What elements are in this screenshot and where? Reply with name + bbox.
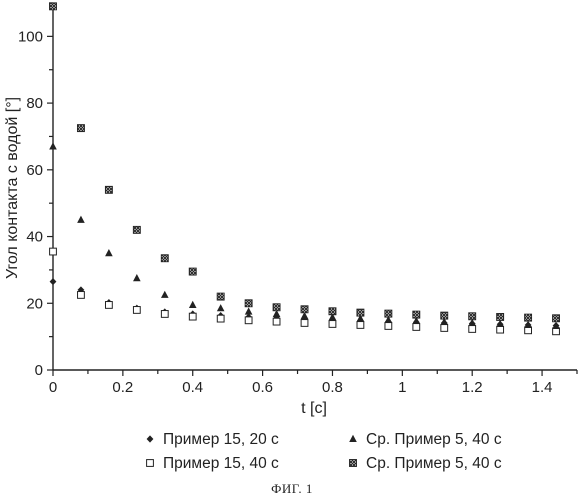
data-point xyxy=(189,313,196,320)
data-point xyxy=(469,313,476,320)
data-point xyxy=(161,255,168,262)
x-tick-label: 0.6 xyxy=(252,379,273,396)
data-point xyxy=(497,313,504,320)
legend-item: Пример 15, 40 с xyxy=(147,455,279,472)
legend: Пример 15, 20 с Ср. Пример 5, 40 с Пример … xyxy=(147,431,502,472)
diamond-icon xyxy=(147,435,154,442)
figure-caption: ФИГ. 1 xyxy=(271,481,313,496)
data-point xyxy=(245,307,253,314)
series-3 xyxy=(49,142,560,329)
data-point xyxy=(49,142,57,149)
x-axis-title: t [c] xyxy=(301,400,327,417)
legend-item: Пример 15, 20 с xyxy=(147,431,279,448)
axes: 0 0.2 0.4 0.6 0.8 1 1.2 1.4 0 20 40 60 80 100 xyxy=(18,3,577,396)
data-point xyxy=(133,226,140,233)
data-point xyxy=(105,302,112,309)
data-point xyxy=(50,248,57,255)
data-point xyxy=(273,304,280,311)
data-point xyxy=(189,268,196,275)
legend-item: Ср. Пример 5, 40 с xyxy=(350,455,502,472)
x-tick-label: 0.4 xyxy=(182,379,203,396)
plot-area xyxy=(49,3,560,335)
y-tick-label: 40 xyxy=(26,229,43,246)
x-tick-label: 0 xyxy=(49,379,57,396)
x-tick-label: 1 xyxy=(398,379,406,396)
data-point xyxy=(273,318,280,325)
y-tick-label: 20 xyxy=(26,295,43,312)
square-open-icon xyxy=(147,460,154,467)
data-point xyxy=(217,315,224,322)
data-point xyxy=(105,249,113,256)
data-point xyxy=(161,291,169,298)
x-tick-label: 0.2 xyxy=(112,379,133,396)
data-point xyxy=(301,320,308,327)
data-point xyxy=(385,310,392,317)
x-tick-label: 1.4 xyxy=(532,379,553,396)
data-point xyxy=(469,326,476,333)
data-point xyxy=(413,311,420,318)
data-point xyxy=(329,308,336,315)
triangle-icon xyxy=(349,435,357,442)
legend-item: Ср. Пример 5, 40 с xyxy=(349,431,502,448)
data-point xyxy=(497,326,504,333)
data-point xyxy=(50,278,57,285)
data-point xyxy=(105,186,112,193)
y-tick-label: 60 xyxy=(26,162,43,179)
data-point xyxy=(133,274,141,281)
y-axis-title: Угол контакта с водой [°] xyxy=(4,97,21,279)
data-point xyxy=(217,293,224,300)
y-tick-label: 80 xyxy=(26,95,43,112)
data-point xyxy=(329,321,336,328)
data-point xyxy=(77,125,84,132)
data-point xyxy=(217,304,225,311)
data-point xyxy=(77,216,85,223)
y-tick-label: 100 xyxy=(18,28,43,45)
data-point xyxy=(441,325,448,332)
data-point xyxy=(441,312,448,319)
data-point xyxy=(133,307,140,314)
data-point xyxy=(245,300,252,307)
data-point xyxy=(413,324,420,331)
data-point xyxy=(357,309,364,316)
data-point xyxy=(189,301,197,308)
data-point xyxy=(50,3,57,10)
data-point xyxy=(553,315,560,322)
x-tick-label: 1.2 xyxy=(462,379,483,396)
square-hatched-icon xyxy=(350,460,357,467)
y-tick-label: 0 xyxy=(35,362,43,379)
data-point xyxy=(245,317,252,324)
data-point xyxy=(161,311,168,318)
legend-label: Пример 15, 20 с xyxy=(163,431,279,448)
data-point xyxy=(78,292,85,299)
data-point xyxy=(385,323,392,330)
legend-label: Пример 15, 40 с xyxy=(163,455,279,472)
data-point xyxy=(525,314,532,321)
x-tick-label: 0.8 xyxy=(322,379,343,396)
data-point xyxy=(357,322,364,329)
data-point xyxy=(301,306,308,313)
legend-label: Ср. Пример 5, 40 с xyxy=(366,455,502,472)
legend-label: Ср. Пример 5, 40 с xyxy=(366,431,502,448)
series-4 xyxy=(50,3,560,322)
series-2 xyxy=(50,248,560,335)
